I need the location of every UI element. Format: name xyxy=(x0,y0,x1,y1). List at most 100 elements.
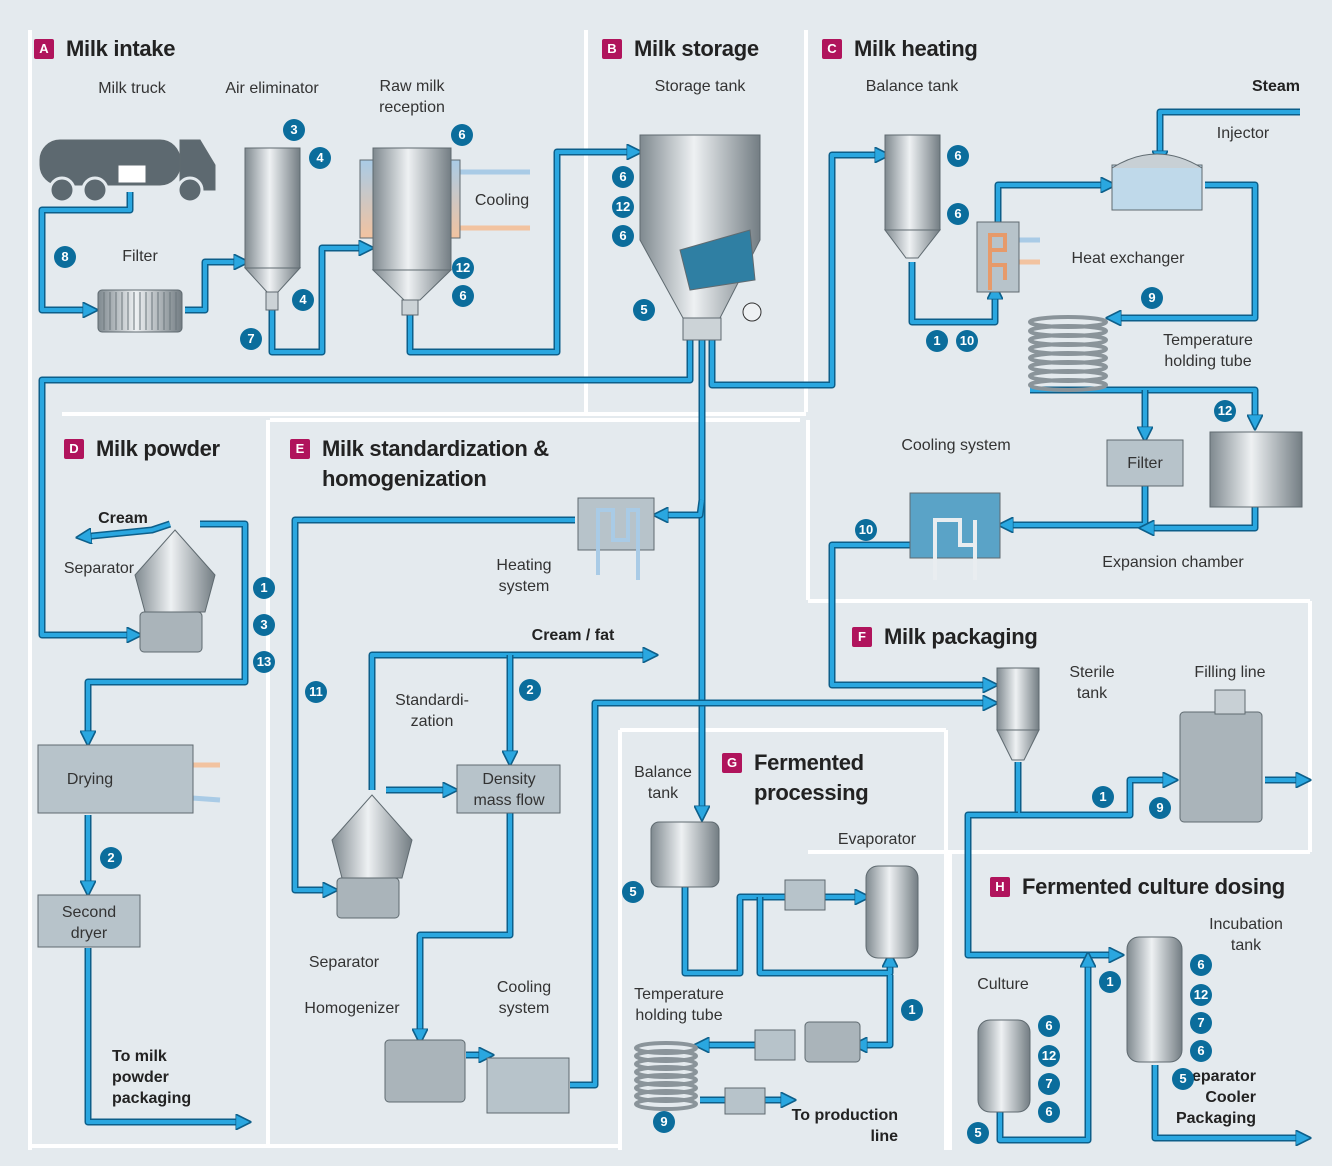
reference-badge: 12 xyxy=(1190,984,1212,1006)
equipment-label: Steam xyxy=(1220,76,1300,97)
evaporator xyxy=(866,866,918,958)
motor xyxy=(743,303,761,321)
balance-cone xyxy=(885,230,940,258)
reference-badge: 9 xyxy=(1141,287,1163,309)
homogenizer xyxy=(385,1040,465,1102)
equipment-label: Filter xyxy=(1115,453,1175,474)
reference-badge: 1 xyxy=(253,577,275,599)
section-title: Fermented processing xyxy=(754,748,904,808)
equipment-label: Injector xyxy=(1203,123,1283,144)
injector xyxy=(1112,165,1202,210)
equipment-label: Air eliminator xyxy=(222,78,322,99)
equipment-label: Cream xyxy=(83,508,163,529)
reference-badge: 1 xyxy=(926,330,948,352)
truck-wheel xyxy=(50,178,74,202)
section-title: Milk heating xyxy=(854,34,1054,64)
section-title: Milk powder xyxy=(96,434,316,464)
holding-tube-coil xyxy=(636,1099,696,1109)
reference-badge: 5 xyxy=(622,881,644,903)
pipe-outline xyxy=(832,545,992,685)
section-letter: C xyxy=(822,39,842,59)
reference-badge: 5 xyxy=(1172,1068,1194,1090)
cooling-system xyxy=(487,1058,569,1113)
equipment-label: To production line xyxy=(773,1105,898,1147)
reference-badge: 12 xyxy=(612,196,634,218)
equipment-label: Cooling xyxy=(462,190,542,211)
equipment-label: Cooling system xyxy=(484,977,564,1019)
air-eliminator xyxy=(245,148,300,268)
section-title: Milk standardization & homogenization xyxy=(322,434,592,494)
equipment-label: Heat exchanger xyxy=(1058,248,1198,269)
reference-badge: 6 xyxy=(1190,1040,1212,1062)
reference-badge: 2 xyxy=(519,679,541,701)
pipe-outline xyxy=(998,185,1110,222)
raw-milk-tank xyxy=(373,148,451,270)
culture-tank xyxy=(978,1020,1030,1112)
filling-top xyxy=(1215,690,1245,714)
reference-badge: 6 xyxy=(947,203,969,225)
reference-badge: 7 xyxy=(240,328,262,350)
equipment-label: Evaporator xyxy=(822,829,932,850)
balance-tank xyxy=(651,822,719,887)
reference-badge: 6 xyxy=(1038,1015,1060,1037)
section-title: Fermented culture dosing xyxy=(1022,872,1332,902)
reference-badge: 12 xyxy=(1038,1045,1060,1067)
pump xyxy=(805,1022,860,1062)
equipment-label: Expansion chamber xyxy=(1093,552,1253,573)
reference-badge: 10 xyxy=(956,330,978,352)
equipment-label: Balance tank xyxy=(852,76,972,97)
equipment-label: Culture xyxy=(963,974,1043,995)
pipe-outline xyxy=(185,262,243,310)
reference-badge: 6 xyxy=(1038,1101,1060,1123)
pipe xyxy=(858,975,890,1045)
equipment-label: Storage tank xyxy=(630,76,770,97)
section-letter: F xyxy=(852,627,872,647)
equipment-label: Separator Cooler Packaging xyxy=(1156,1066,1256,1129)
equipment-label: Raw milk reception xyxy=(362,76,462,118)
section-letter: B xyxy=(602,39,622,59)
reference-badge: 6 xyxy=(451,124,473,146)
page-body: {"sections":[ {"letter":"A","title":"Mil… xyxy=(0,0,1332,1166)
equipment-label: To milk powder packaging xyxy=(112,1046,212,1109)
section-letter: D xyxy=(64,439,84,459)
reference-badge: 2 xyxy=(100,847,122,869)
equipment-label: Temperature holding tube xyxy=(1153,330,1263,372)
reference-badge: 7 xyxy=(1038,1073,1060,1095)
heating-system xyxy=(578,498,654,550)
section-title: Milk storage xyxy=(634,34,834,64)
equipment-label: Incubation tank xyxy=(1201,914,1291,956)
separator-bowl xyxy=(332,795,412,878)
reference-badge: 6 xyxy=(1190,954,1212,976)
reference-badge: 1 xyxy=(1099,971,1121,993)
equipment-label: Separator xyxy=(294,952,394,973)
pipe-outline xyxy=(858,975,890,1045)
reference-badge: 1 xyxy=(1092,786,1114,808)
reference-badge: 9 xyxy=(653,1111,675,1133)
reference-badge: 4 xyxy=(292,289,314,311)
sterile-tank xyxy=(997,668,1039,730)
reference-badge: 8 xyxy=(54,246,76,268)
pipe-outline xyxy=(659,500,702,515)
balance-tank xyxy=(885,135,940,230)
air-eliminator-cone xyxy=(245,268,300,292)
reference-badge: 6 xyxy=(947,145,969,167)
reference-badge: 11 xyxy=(305,681,327,703)
truck-wheel xyxy=(83,178,107,202)
pipe-outline xyxy=(1004,486,1145,525)
storage-tank xyxy=(640,135,760,318)
outlet xyxy=(683,318,721,340)
heat-exchanger xyxy=(725,1088,765,1114)
pipe xyxy=(832,545,992,685)
injector-dome xyxy=(1112,154,1202,168)
reference-badge: 3 xyxy=(283,119,305,141)
equipment-label: Balance tank xyxy=(628,762,698,804)
reference-badge: 13 xyxy=(253,651,275,673)
reference-badge: 3 xyxy=(253,614,275,636)
nozzle xyxy=(266,292,278,310)
pipe-outline xyxy=(1145,507,1255,528)
equipment-label: Milk truck xyxy=(72,78,192,99)
diagram: AMilk intakeMilk truckAir eliminatorRaw … xyxy=(0,0,1332,1166)
heat-exchanger xyxy=(755,1030,795,1060)
reference-badge: 4 xyxy=(309,147,331,169)
equipment-label: Heating system xyxy=(484,555,564,597)
